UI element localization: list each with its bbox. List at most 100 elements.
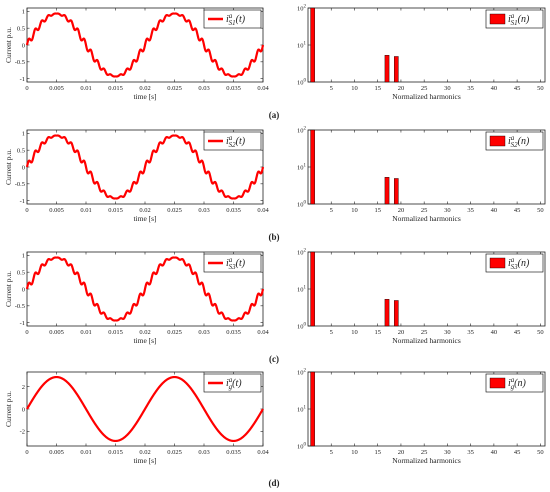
x-tick-label: 0.015 [108, 329, 123, 336]
x-tick-label: 40 [491, 329, 498, 336]
x-tick-label: 15 [374, 85, 381, 92]
x-tick-label: 0.03 [198, 329, 209, 336]
x-tick-label: 0.005 [49, 329, 64, 336]
legend-bar-swatch [489, 135, 506, 147]
y-tick-label: 0.5 [17, 25, 25, 32]
x-tick-label: 0.01 [80, 207, 91, 214]
x-axis-label: time [s] [133, 214, 156, 223]
x-tick-label: 30 [444, 449, 451, 456]
plot-d-spectrum: 5 10 15 20 25 30 35 40 45 50 102 101 100 Normalized h… [297, 369, 546, 465]
x-tick-label: 40 [491, 207, 498, 214]
y-tick-label: 100 [297, 323, 307, 331]
legend-box [203, 253, 262, 273]
y-tick-label: -0.5 [15, 181, 25, 188]
x-tick-label: 15 [374, 329, 381, 336]
legend-label: ia g(t) [226, 376, 242, 391]
x-tick-label: 35 [467, 449, 474, 456]
legend-label: ia S2(t) [226, 134, 246, 149]
y-tick-label: 0.5 [17, 269, 25, 276]
bar-h1 [310, 371, 315, 447]
y-tick-label: -1 [20, 76, 25, 83]
x-axis-label: Normalized harmonics [392, 92, 461, 101]
x-tick-label: 0.04 [257, 449, 269, 456]
y-tick-label: 0 [22, 42, 25, 49]
bar-h17 [384, 299, 390, 327]
bar-h1 [310, 251, 315, 327]
y-axis-label: Current p.u. [4, 271, 13, 307]
legend-box [203, 131, 262, 151]
plot-a-spectrum: 5 10 15 20 25 30 35 40 45 50 102 101 100 Normalized h… [297, 5, 546, 101]
x-axis-label: time [s] [133, 92, 156, 101]
y-tick-label: 0 [22, 164, 25, 171]
x-tick-label: 25 [421, 329, 428, 336]
y-tick-label: 100 [297, 79, 307, 87]
y-tick-label: 102 [297, 5, 307, 13]
y-tick-label: -0.5 [15, 303, 25, 310]
x-tick-label: 5 [330, 85, 333, 92]
x-tick-label: 15 [374, 207, 381, 214]
y-tick-label: 102 [297, 249, 307, 257]
bar-h19 [394, 300, 399, 327]
legend-label: ia S3(n) [508, 256, 530, 271]
x-tick-label: 20 [398, 449, 405, 456]
panel-caption: (a) [269, 110, 280, 120]
y-tick-label: -1 [20, 320, 25, 327]
series-line [26, 375, 264, 443]
legend: ia S1(n) [485, 9, 544, 29]
x-tick-label: 0.025 [167, 329, 182, 336]
y-axis-label: Current p.u. [4, 27, 13, 63]
x-axis-label: Normalized harmonics [392, 214, 461, 223]
x-tick-label: 20 [398, 329, 405, 336]
x-tick-label: 25 [421, 207, 428, 214]
legend-label: ia S3(t) [226, 256, 246, 271]
x-tick-label: 0.02 [139, 207, 150, 214]
x-tick-label: 25 [421, 449, 428, 456]
y-tick-label: 102 [297, 369, 307, 377]
legend-label: ia S1(t) [226, 12, 246, 27]
legend-bar-swatch [489, 257, 506, 269]
x-tick-label: 35 [467, 329, 474, 336]
y-tick-label: 1 [22, 131, 25, 138]
x-tick-label: 45 [514, 329, 521, 336]
bar-h17 [384, 55, 390, 83]
legend-bar-swatch [489, 13, 506, 25]
x-tick-label: 0.035 [226, 449, 241, 456]
y-tick-label: 101 [297, 286, 307, 294]
y-tick-label: -0.5 [15, 59, 25, 66]
panel-caption: (b) [269, 232, 280, 242]
plot-b-time: 0 0.005 0.01 0.015 0.02 0.025 0.03 0.035 0.04 1 0.… [4, 129, 269, 223]
x-tick-label: 5 [330, 207, 333, 214]
x-tick-label: 50 [537, 449, 544, 456]
x-tick-label: 0.01 [80, 329, 91, 336]
x-tick-label: 0 [25, 449, 28, 456]
x-tick-label: 30 [444, 329, 451, 336]
x-tick-label: 0.01 [80, 85, 91, 92]
y-tick-label: 101 [297, 406, 307, 414]
y-tick-label: 101 [297, 164, 307, 172]
x-axis-label: Normalized harmonics [392, 336, 461, 345]
x-tick-label: 0.01 [80, 449, 91, 456]
y-axis-label: Current p.u. [4, 149, 13, 185]
x-tick-label: 35 [467, 85, 474, 92]
x-tick-label: 0.025 [167, 85, 182, 92]
y-tick-label: 100 [297, 443, 307, 451]
bar-h17 [384, 177, 390, 205]
series-line [25, 12, 265, 78]
x-tick-label: 0.005 [49, 85, 64, 92]
x-tick-label: 35 [467, 207, 474, 214]
panel-caption: (d) [269, 478, 280, 488]
x-tick-label: 5 [330, 329, 333, 336]
x-tick-label: 0.02 [139, 329, 150, 336]
x-tick-label: 0.025 [167, 207, 182, 214]
plot-c-time: 0 0.005 0.01 0.015 0.02 0.025 0.03 0.035 0.04 1 0.… [4, 251, 269, 345]
x-tick-label: 25 [421, 85, 428, 92]
x-tick-label: 0 [25, 207, 28, 214]
x-tick-label: 10 [351, 449, 358, 456]
x-tick-label: 0.035 [226, 329, 241, 336]
y-tick-label: 0 [22, 286, 25, 293]
legend-bar-swatch [489, 377, 506, 389]
plot-b-spectrum: 5 10 15 20 25 30 35 40 45 50 102 101 100 Normalized h… [297, 127, 546, 223]
y-tick-label: 1 [22, 253, 25, 260]
y-tick-label: 2 [22, 384, 25, 391]
